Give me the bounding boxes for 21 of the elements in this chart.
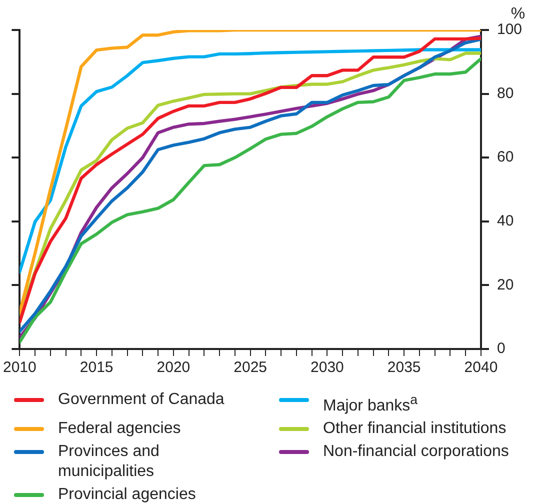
y-tick-label: 100: [496, 21, 522, 38]
legend-label: Provincial agencies: [58, 485, 197, 503]
legend-label: Government of Canada: [58, 390, 226, 410]
y-tick-label: 20: [496, 276, 514, 294]
y-tick-label: 40: [496, 212, 514, 230]
legend-label: Federal agencies: [58, 419, 182, 440]
y-tick-label: 60: [496, 148, 514, 166]
x-tick-label: 2020: [156, 359, 190, 376]
x-tick-label: 2010: [2, 359, 36, 376]
legend-label: Non-financial corporations: [323, 442, 509, 462]
x-tick-label: 2035: [387, 359, 421, 376]
y-tick-label: 0: [496, 340, 506, 358]
y-tick-label: 80: [496, 84, 514, 102]
x-tick-label: 2015: [80, 359, 114, 376]
y-axis-title: %: [510, 5, 526, 22]
legend-label: Provinces and municipalities: [58, 442, 160, 482]
legend-label: Other financial institutions: [323, 419, 508, 440]
x-tick-label: 2025: [234, 359, 268, 376]
x-tick-label: 2040: [464, 359, 498, 376]
legend-label: Major banks$^{a}$: [323, 391, 419, 416]
x-tick-label: 2030: [310, 359, 344, 376]
